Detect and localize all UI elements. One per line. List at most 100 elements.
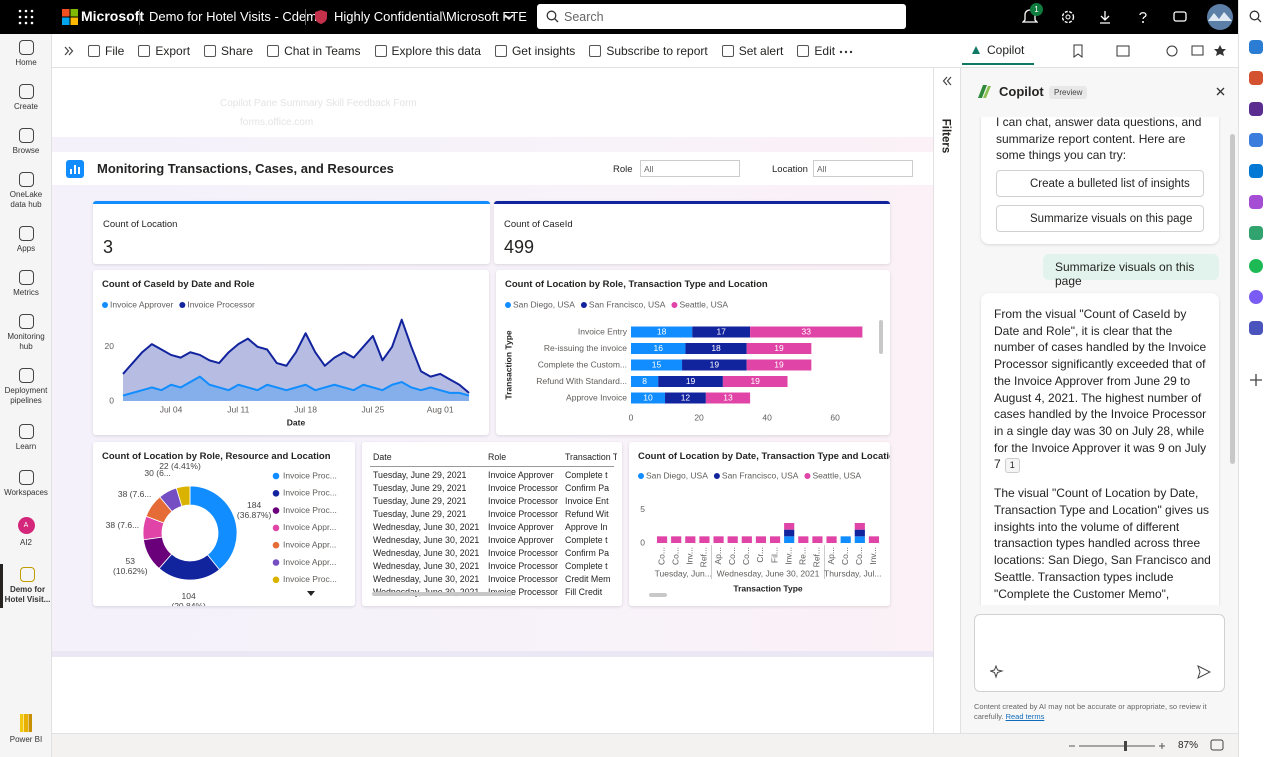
legend-label[interactable]: San Diego, USA	[646, 470, 708, 480]
app-launcher[interactable]	[18, 9, 34, 25]
scrollbar[interactable]	[372, 592, 512, 596]
bar-segment[interactable]	[692, 326, 751, 338]
terms-link[interactable]: Read terms	[1005, 712, 1045, 721]
user-avatar[interactable]	[1206, 3, 1234, 31]
chart-visual[interactable]: Count of Location by Role, Resource and …	[93, 442, 355, 606]
more-icon[interactable]	[839, 50, 853, 54]
card[interactable]: Count of Location 3	[93, 201, 490, 264]
legend-label[interactable]: Invoice Processor	[187, 299, 255, 309]
search-box[interactable]: Search	[537, 4, 906, 29]
bar-segment[interactable]	[631, 343, 686, 354]
donut-slice[interactable]	[175, 485, 191, 507]
help-icon[interactable]	[1135, 9, 1151, 25]
legend-label[interactable]: Invoice Proc...	[283, 505, 337, 515]
scrollbar[interactable]	[649, 593, 667, 597]
toolbar-button[interactable]: Subscribe to report	[589, 44, 708, 58]
legend-label[interactable]: San Diego, USA	[513, 299, 575, 309]
column-segment[interactable]	[854, 536, 865, 543]
app-icon[interactable]	[1249, 226, 1263, 240]
bar-segment[interactable]	[631, 392, 666, 404]
slicer-dropdown[interactable]: All	[813, 160, 913, 177]
toolbar-button[interactable]: Share	[204, 44, 253, 58]
send-icon[interactable]	[1197, 665, 1211, 679]
nav-item[interactable]: Learn	[0, 424, 52, 452]
column-segment[interactable]	[784, 529, 795, 537]
app-icon[interactable]	[1249, 164, 1263, 178]
app-icon[interactable]	[1249, 195, 1263, 209]
close-icon[interactable]	[1216, 87, 1225, 96]
legend-label[interactable]: Invoice Approver	[110, 299, 173, 309]
bar-segment[interactable]	[746, 359, 812, 371]
column-segment[interactable]	[727, 536, 738, 543]
app-icon[interactable]	[1249, 321, 1263, 335]
expand-icon[interactable]	[64, 46, 74, 56]
nav-item[interactable]: OneLake data hub	[0, 172, 52, 209]
legend-label[interactable]: Invoice Proc...	[283, 488, 337, 498]
toolbar-button[interactable]: Set alert	[721, 44, 783, 58]
bar-segment[interactable]	[750, 326, 863, 338]
scrollbar[interactable]	[879, 320, 883, 354]
sensitivity-label[interactable]: Highly Confidential\Microsoft FTE	[334, 9, 527, 24]
settings-icon[interactable]	[1060, 9, 1076, 25]
bar-segment[interactable]	[746, 343, 812, 354]
donut-slice[interactable]	[189, 485, 238, 571]
report-title[interactable]: Demo for Hotel Visits - Cdemo	[149, 9, 325, 24]
nav-item[interactable]: Demo for Hotel Visit...	[0, 564, 52, 608]
toolbar-button[interactable]: Get insights	[494, 44, 575, 58]
bar-segment[interactable]	[631, 376, 659, 387]
copilot-tab[interactable]: Copilot	[962, 37, 1034, 65]
legend-label[interactable]: Invoice Proc...	[283, 470, 337, 480]
column-segment[interactable]	[685, 536, 696, 543]
column-segment[interactable]	[656, 536, 668, 543]
download-icon[interactable]	[1097, 9, 1113, 25]
legend-more[interactable]	[307, 591, 315, 596]
suggestion[interactable]: Summarize visuals on this page	[996, 205, 1204, 232]
column-segment[interactable]	[854, 523, 865, 530]
nav-item[interactable]: Create	[0, 84, 52, 112]
nav-item[interactable]: Monitoring hub	[0, 314, 52, 351]
nav-item[interactable]: A AI2	[0, 517, 52, 548]
view-controls[interactable]	[1072, 44, 1232, 58]
legend-label[interactable]: Seattle, USA	[679, 299, 728, 309]
filters-pane[interactable]: Filters	[933, 68, 960, 733]
column-segment[interactable]	[769, 536, 781, 543]
nav-item[interactable]: Browse	[0, 128, 52, 156]
column-segment[interactable]	[671, 536, 682, 543]
app-icon[interactable]	[1249, 102, 1263, 116]
legend-label[interactable]: Invoice Appr...	[283, 522, 336, 532]
column-segment[interactable]	[798, 536, 809, 543]
column-segment[interactable]	[854, 529, 865, 537]
column-segment[interactable]	[868, 536, 880, 543]
fit-icon[interactable]	[1210, 739, 1224, 751]
nav-item[interactable]: Apps	[0, 226, 52, 254]
app-icon[interactable]	[1249, 40, 1263, 54]
bar-segment[interactable]	[665, 392, 706, 404]
slicer-dropdown[interactable]: All	[640, 160, 740, 177]
nav-item[interactable]: Metrics	[0, 270, 52, 298]
column-segment[interactable]	[826, 536, 837, 543]
toolbar-button[interactable]: Edit	[797, 44, 835, 58]
chart-visual[interactable]: Count of CaseId by Date and Role Invoice …	[93, 270, 489, 435]
nav-item[interactable]: Deployment pipelines	[0, 368, 52, 405]
citation[interactable]: 1	[1004, 458, 1020, 474]
app-icon[interactable]	[1249, 259, 1263, 273]
card[interactable]: Count of CaseId 499	[494, 201, 890, 264]
legend-label[interactable]: Seattle, USA	[812, 470, 861, 480]
bar-segment[interactable]	[631, 359, 683, 371]
bar-segment[interactable]	[705, 392, 751, 404]
bar-segment[interactable]	[682, 359, 747, 371]
toolbar-button[interactable]: Explore this data	[374, 44, 481, 58]
app-icon[interactable]	[1249, 290, 1263, 304]
nav-item[interactable]: Workspaces	[0, 470, 52, 498]
column-segment[interactable]	[699, 536, 710, 543]
search-icon[interactable]	[1249, 10, 1263, 24]
scrollbar[interactable]	[1230, 134, 1235, 464]
suggestion[interactable]: Create a bulleted list of insights	[996, 170, 1204, 197]
chart-visual[interactable]: Count of Location by Role, Transaction T…	[496, 270, 890, 435]
table-visual[interactable]: Date Role Transaction Type Tuesday, June 29…	[362, 442, 622, 606]
app-icon[interactable]	[1249, 133, 1263, 147]
legend-label[interactable]: Invoice Proc...	[283, 574, 337, 584]
bar-segment[interactable]	[722, 376, 788, 387]
column-segment[interactable]	[713, 536, 724, 543]
add-icon[interactable]	[1249, 373, 1263, 387]
